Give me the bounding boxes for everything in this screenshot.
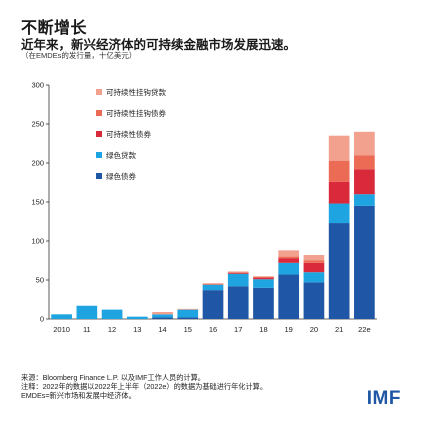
bar-segment (303, 260, 325, 263)
x-tick-label: 13 (133, 325, 141, 334)
bar-segment (328, 223, 350, 319)
bar-segment (177, 317, 199, 319)
bar-segment (278, 258, 300, 263)
y-tick-label: 250 (31, 120, 44, 129)
x-tick-label: 19 (285, 325, 293, 334)
x-tick-label: 11 (83, 325, 91, 334)
bar-segment (152, 317, 173, 319)
bar-segment (328, 203, 350, 224)
bar-segment (202, 283, 224, 285)
y-axis: 0 50 100 150 200 250 300 (31, 81, 50, 324)
bar-segment (253, 279, 274, 288)
y-tick-label: 200 (31, 159, 44, 168)
abbreviation-note: EMDEs=新兴市场和发展中经济体。 (21, 391, 136, 400)
bar-segment (253, 276, 274, 278)
x-tick-label: 2010 (53, 325, 70, 334)
y-tick-label: 150 (31, 198, 44, 207)
x-tick-label: 16 (209, 325, 217, 334)
bar-segment (253, 277, 274, 280)
bar-segment (227, 271, 249, 273)
bar-segment (126, 316, 148, 319)
legend-swatch (96, 110, 102, 116)
legend-label: 可持续性债券 (106, 129, 151, 139)
bar-segment (202, 290, 224, 319)
x-tick-label: 17 (234, 325, 242, 334)
chart-unit-note: （在EMDEs的发行量，十亿美元） (21, 51, 137, 60)
y-tick-label: 0 (40, 315, 44, 324)
bar-segment (227, 272, 249, 273)
y-tick-label: 100 (31, 237, 44, 246)
bar-segment (227, 272, 249, 274)
chart-title: 不断增长 (21, 20, 88, 37)
bar-segment (177, 308, 199, 310)
x-tick-label: 22e (358, 325, 371, 334)
bar-segment (303, 255, 325, 261)
y-tick-label: 300 (31, 81, 44, 90)
x-tick-label: 21 (335, 325, 343, 334)
y-tick-label: 50 (36, 276, 44, 285)
imf-logo: IMF (366, 388, 401, 409)
bar-segment (354, 194, 375, 206)
legend-swatch (96, 173, 102, 179)
bar-segment (101, 309, 123, 319)
legend-label: 绿色债券 (106, 171, 136, 181)
x-tick-label: 20 (310, 325, 318, 334)
x-tick-label: 18 (259, 325, 267, 334)
bar-segment (202, 284, 224, 291)
legend-swatch (96, 89, 102, 95)
bar-segment (278, 274, 300, 319)
bar-segment (278, 256, 300, 259)
legend-swatch (96, 131, 102, 137)
bar-segment (278, 250, 300, 257)
bar-segment (227, 286, 249, 319)
bar-segment (328, 181, 350, 204)
x-tick-label: 15 (184, 325, 192, 334)
bar-segment (354, 155, 375, 170)
bars-group (51, 131, 375, 319)
x-axis: 2010 11 12 13 14 15 16 17 18 19 20 21 22e (49, 318, 377, 334)
bar-segment (354, 131, 375, 156)
bar-segment (202, 283, 224, 284)
annualization-note: 注释：2022年的数据以2022年上半年（2022e）的数据为基础进行年化计算。 (21, 382, 268, 391)
bar-segment (152, 314, 173, 318)
bar-segment (328, 160, 350, 182)
bar-segment (152, 311, 173, 315)
source-note: 来源：Bloomberg Finance L.P. 以及IMF工作人员的计算。 (21, 373, 205, 382)
bar-segment (303, 262, 325, 273)
bar-segment (51, 314, 72, 319)
legend-label: 可持续性挂钩债券 (106, 108, 166, 118)
legend-swatch (96, 152, 102, 158)
chart-subtitle: 近年来，新兴经济体的可持续金融市场发展迅速。 (21, 38, 297, 52)
bar-segment (354, 205, 375, 319)
footnotes: 来源：Bloomberg Finance L.P. 以及IMF工作人员的计算。 … (21, 373, 267, 400)
legend-label: 可持续性挂钩贷款 (106, 87, 166, 97)
bar-segment (278, 262, 300, 275)
bar-segment (354, 169, 375, 195)
bar-segment (177, 309, 199, 318)
bar-segment (303, 282, 325, 319)
bar-segment (328, 135, 350, 161)
bar-segment (303, 272, 325, 283)
bar-segment (253, 287, 274, 319)
legend-label: 绿色贷款 (106, 150, 136, 160)
bar-segment (253, 276, 274, 277)
bar-segment (227, 273, 249, 287)
x-tick-label: 12 (108, 325, 116, 334)
bar-segment (76, 305, 98, 319)
x-tick-label: 14 (158, 325, 166, 334)
